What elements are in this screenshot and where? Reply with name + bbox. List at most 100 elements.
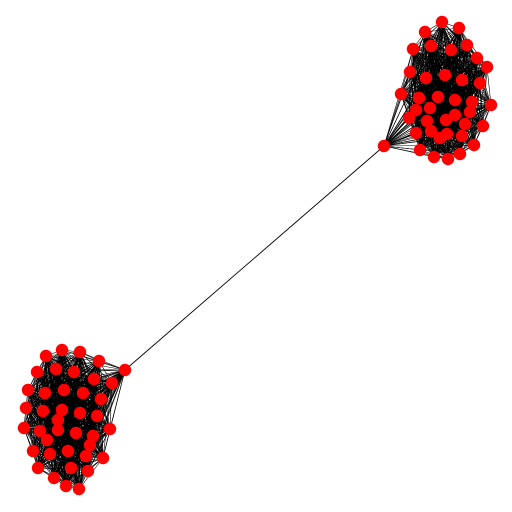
- graph-edge: [42, 410, 98, 417]
- graph-edge: [433, 144, 475, 158]
- graph-node: [460, 38, 474, 52]
- graph-edge: [37, 432, 77, 469]
- graph-edge: [415, 109, 456, 116]
- graph-node: [448, 108, 462, 122]
- graph-node: [377, 139, 391, 153]
- graph-node: [455, 129, 469, 143]
- graph-node: [424, 39, 438, 53]
- graph-node: [76, 386, 90, 400]
- graph-edge: [57, 428, 111, 431]
- graph-node: [83, 438, 97, 452]
- graph-node: [55, 343, 69, 357]
- graph-node: [51, 423, 65, 437]
- graph-node: [59, 479, 73, 493]
- graph-node: [455, 73, 469, 87]
- graph-edge: [418, 97, 456, 116]
- graph-node: [40, 433, 54, 447]
- graph-edge: [23, 409, 63, 429]
- graph-node: [403, 65, 417, 79]
- graph-node: [94, 392, 108, 406]
- graph-node: [19, 401, 33, 415]
- graph-edge: [75, 398, 102, 434]
- graph-node: [38, 386, 52, 400]
- graph-edge: [46, 439, 91, 446]
- graph-node: [427, 150, 441, 164]
- graph-node: [435, 15, 449, 29]
- graph-edge: [57, 419, 111, 430]
- graph-edge: [400, 82, 481, 95]
- graph-edge: [87, 428, 111, 472]
- graph-edge: [23, 371, 38, 429]
- graph-node: [394, 87, 408, 101]
- graph-node: [463, 105, 477, 119]
- graph-edge: [57, 415, 98, 431]
- graph-edge: [424, 31, 468, 46]
- graph-node: [118, 363, 132, 377]
- graph-node: [105, 376, 119, 390]
- graph-edge: [400, 45, 432, 95]
- graph-node: [26, 444, 40, 458]
- graph-node: [419, 71, 433, 85]
- graph-edge: [27, 389, 34, 452]
- graph-edge: [383, 93, 402, 147]
- graph-node: [57, 383, 71, 397]
- graph-node: [67, 365, 81, 379]
- graph-edge: [75, 432, 80, 490]
- graph-node: [441, 152, 455, 166]
- graph-edge: [45, 355, 100, 362]
- graph-edge: [36, 351, 81, 373]
- graph-edge: [100, 398, 104, 459]
- graph-node: [39, 349, 53, 363]
- graph-node: [420, 114, 434, 128]
- graph-node: [473, 76, 487, 90]
- graph-edge: [46, 439, 67, 487]
- graph-edge: [55, 360, 100, 370]
- graph-node: [64, 461, 78, 475]
- graph-edge: [418, 82, 481, 99]
- graph-node: [431, 90, 445, 104]
- graph-node: [21, 383, 35, 397]
- graph-node: [484, 98, 498, 112]
- graph-node: [49, 362, 63, 376]
- graph-node: [467, 138, 481, 152]
- graph-node: [448, 93, 462, 107]
- graph-edge: [415, 109, 435, 158]
- graph-node: [480, 60, 494, 74]
- graph-node: [61, 444, 75, 458]
- graph-node: [73, 345, 87, 359]
- graph-node: [438, 68, 452, 82]
- graph-node: [458, 117, 472, 131]
- graph-node: [418, 25, 432, 39]
- graph-edge: [42, 392, 84, 412]
- graph-node: [92, 354, 106, 368]
- graph-node: [433, 131, 447, 145]
- graph-edge: [23, 392, 46, 429]
- graph-edge: [42, 410, 91, 446]
- graph-edge: [44, 378, 95, 394]
- graph-edge: [461, 104, 492, 137]
- graph-edge: [42, 398, 102, 412]
- graph-edge: [25, 392, 84, 409]
- bridge-edge: [124, 145, 385, 371]
- graph-node: [72, 482, 86, 496]
- graph-edge: [109, 382, 113, 430]
- graph-node: [424, 124, 438, 138]
- graph-edge: [409, 66, 488, 73]
- graph-node: [33, 424, 47, 438]
- graph-edge: [444, 74, 492, 106]
- graph-node: [69, 426, 83, 440]
- graph-edge: [32, 435, 94, 452]
- graph-edge: [450, 49, 488, 68]
- graph-edge: [57, 419, 104, 459]
- graph-edge: [429, 107, 471, 113]
- graph-edge: [444, 66, 488, 76]
- graph-edge: [415, 99, 456, 111]
- graph-node: [476, 119, 490, 133]
- graph-edge: [409, 49, 452, 73]
- graph-edge: [454, 66, 488, 101]
- graph-node: [402, 111, 416, 125]
- graph-edge: [44, 392, 102, 400]
- graph-edge: [63, 382, 113, 391]
- graph-node: [412, 91, 426, 105]
- graph-edge: [46, 435, 94, 441]
